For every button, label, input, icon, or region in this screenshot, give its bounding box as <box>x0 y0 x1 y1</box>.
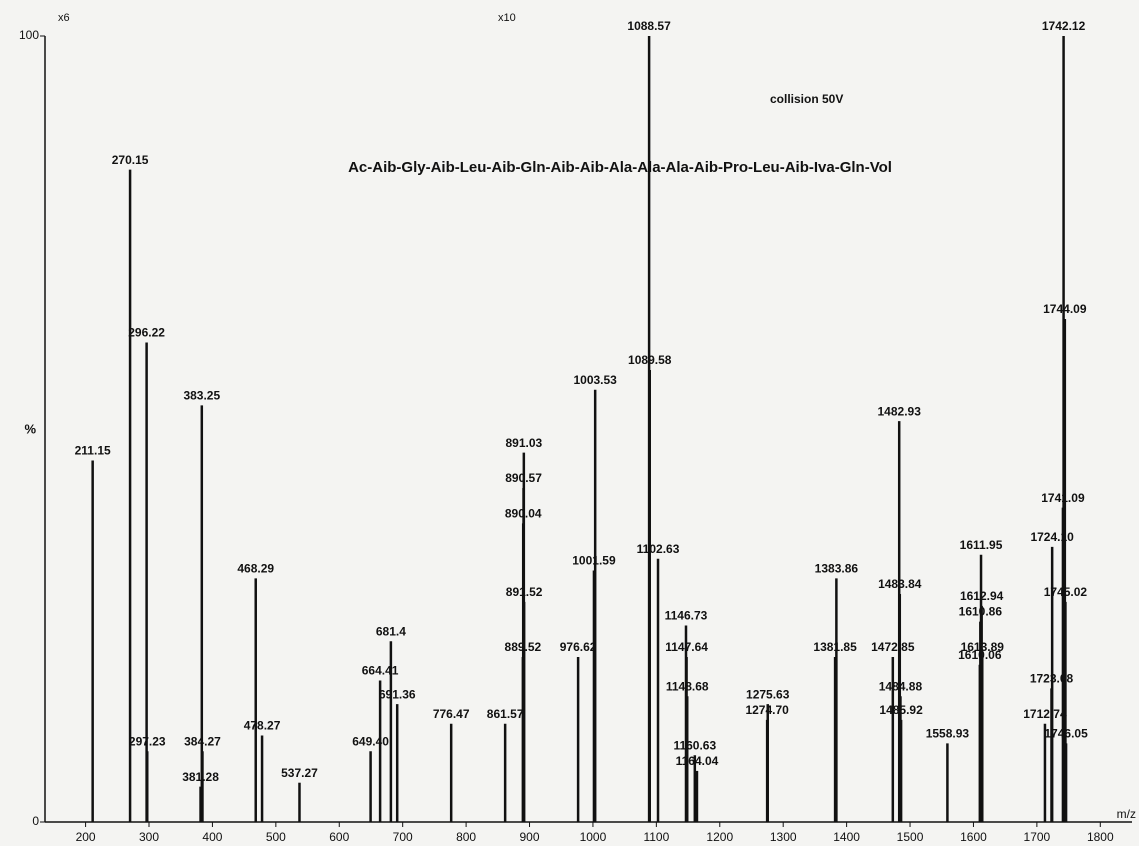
annotation: x10 <box>498 12 516 24</box>
peak-label: 211.15 <box>75 444 111 458</box>
peak-label: 478.27 <box>244 719 281 733</box>
peak-label: 1088.57 <box>627 19 671 33</box>
peak-label: 1613.89 <box>961 640 1005 654</box>
x-tick-label: 500 <box>266 830 286 844</box>
peak-label: 1745.02 <box>1044 585 1088 599</box>
peak-label: 296.22 <box>128 326 165 340</box>
peak-label: 1612.94 <box>960 589 1004 603</box>
x-tick-label: 200 <box>76 830 96 844</box>
peak-label: 1146.73 <box>665 609 708 623</box>
peak-label: 1147.64 <box>665 640 708 654</box>
peak-label: 1164.04 <box>676 754 719 768</box>
x-tick-label: 700 <box>393 830 413 844</box>
peak-label: 1712.74 <box>1023 707 1067 721</box>
peak-label: 1160.63 <box>673 738 716 752</box>
x-tick-label: 1400 <box>833 830 860 844</box>
peak-label: 1483.84 <box>878 577 922 591</box>
x-tick-label: 1000 <box>580 830 607 844</box>
peak-label: 891.52 <box>506 585 543 599</box>
peak-label: 1724.10 <box>1030 530 1074 544</box>
peak-label: 976.62 <box>560 640 597 654</box>
peak-label: 1089.58 <box>628 353 672 367</box>
peak-label: 1742.12 <box>1042 19 1086 33</box>
x-tick-label: 800 <box>456 830 476 844</box>
x-tick-label: 400 <box>202 830 222 844</box>
peak-label: 384.27 <box>184 734 221 748</box>
peak-label: 383.25 <box>183 389 220 403</box>
peak-label: 1558.93 <box>926 727 970 741</box>
peak-label: 664.41 <box>362 664 399 678</box>
annotation: collision 50V <box>770 92 843 106</box>
peak-label: 1746.05 <box>1044 727 1088 741</box>
peak-label: 1611.95 <box>960 538 1003 552</box>
x-tick-label: 1300 <box>770 830 797 844</box>
peak-label: 1003.53 <box>573 373 617 387</box>
y-tick-label: 0 <box>32 814 39 828</box>
peak-label: 468.29 <box>237 562 274 576</box>
x-axis-label: m/z <box>1117 807 1136 821</box>
peak-label: 1482.93 <box>878 404 922 418</box>
peak-label: 1383.86 <box>815 562 859 576</box>
peak-label: 270.15 <box>112 153 149 167</box>
peak-label: 297.23 <box>129 734 166 748</box>
peak-label: 1744.09 <box>1043 302 1087 316</box>
x-tick-label: 1100 <box>643 830 669 844</box>
annotation: x6 <box>58 12 70 24</box>
peak-label: 537.27 <box>281 766 318 780</box>
x-tick-label: 1800 <box>1087 830 1114 844</box>
peak-label: 1275.63 <box>746 687 790 701</box>
x-tick-label: 600 <box>329 830 349 844</box>
chart-title: Ac-Aib-Gly-Aib-Leu-Aib-Gln-Aib-Aib-Ala-A… <box>348 159 892 176</box>
peak-label: 649.40 <box>352 734 389 748</box>
x-tick-label: 1600 <box>960 830 987 844</box>
peak-label: 891.03 <box>505 436 542 450</box>
peak-label: 681.4 <box>376 624 406 638</box>
x-tick-label: 1700 <box>1024 830 1051 844</box>
y-tick-label: 100 <box>19 28 39 42</box>
peak-label: 1484.88 <box>879 679 923 693</box>
x-tick-label: 1500 <box>897 830 924 844</box>
y-axis-label: % <box>24 421 36 436</box>
peak-label: 1472.85 <box>871 640 915 654</box>
peak-label: 776.47 <box>433 707 470 721</box>
x-tick-label: 900 <box>520 830 540 844</box>
peak-label: 1148.68 <box>666 679 709 693</box>
peak-label: 1102.63 <box>637 542 680 556</box>
peak-label: 1485.92 <box>879 703 923 717</box>
peak-label: 861.57 <box>487 707 524 721</box>
x-tick-label: 300 <box>139 830 159 844</box>
peak-label: 691.36 <box>379 687 416 701</box>
x-tick-label: 1200 <box>706 830 733 844</box>
